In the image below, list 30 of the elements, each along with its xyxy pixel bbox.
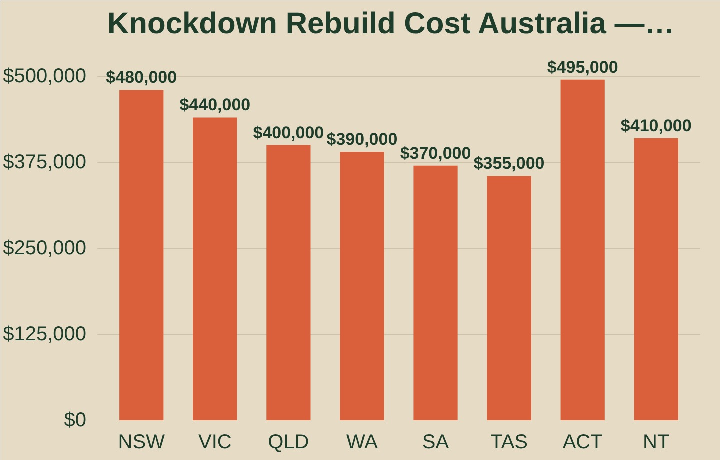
data-label: $495,000 [547, 58, 618, 77]
bar [634, 138, 678, 420]
x-tick-label: VIC [198, 432, 232, 454]
bar [340, 152, 384, 420]
data-label: $370,000 [400, 144, 472, 163]
bar [266, 145, 311, 420]
bar [120, 90, 164, 420]
y-tick-label: $375,000 [3, 151, 87, 174]
y-tick-label: $0 [64, 410, 87, 432]
x-tick-label: WA [346, 432, 379, 454]
data-label: $355,000 [474, 154, 545, 174]
x-tick-label: TAS [490, 432, 528, 454]
data-label: $390,000 [326, 130, 398, 150]
y-tick-label: $500,000 [3, 65, 87, 88]
x-tick-label: ACT [562, 432, 603, 454]
data-label: $410,000 [620, 116, 692, 136]
data-label: $400,000 [253, 123, 324, 142]
chart-title: Knockdown Rebuild Cost Australia —… [108, 8, 675, 40]
x-tick-label: SA [422, 432, 450, 454]
x-tick-label: NSW [118, 432, 166, 454]
x-tick-label: QLD [268, 432, 310, 454]
bar [560, 80, 605, 420]
bar [414, 166, 458, 420]
data-label: $480,000 [106, 68, 178, 88]
bar [193, 118, 238, 420]
y-tick-label: $250,000 [3, 237, 87, 260]
x-tick-label: NT [643, 432, 670, 454]
data-label: $440,000 [180, 96, 251, 115]
y-tick-label: $125,000 [3, 323, 87, 346]
bar [487, 176, 532, 420]
